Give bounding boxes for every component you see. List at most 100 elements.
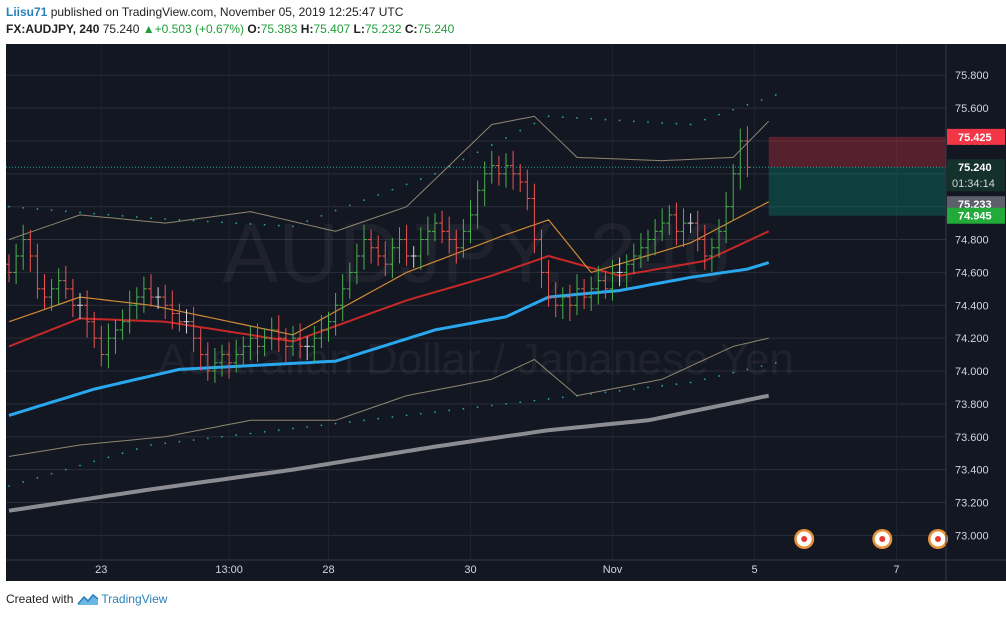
psar-dot — [64, 468, 67, 471]
ohlc-bar — [375, 235, 382, 266]
ohlc-bar — [531, 183, 538, 254]
published-text: published on TradingView.com, November 0… — [50, 5, 404, 19]
watermark-description: Australian Dollar / Japanese Yen — [158, 335, 794, 384]
psar-dot — [164, 442, 167, 445]
ohlc-bar — [467, 200, 474, 244]
psar-dot — [164, 218, 167, 220]
psar-dot — [391, 416, 394, 418]
event-markers[interactable] — [794, 529, 948, 549]
psar-dot — [547, 115, 550, 118]
psar-dot — [533, 399, 536, 402]
psar-dot — [263, 223, 266, 226]
psar-dot — [292, 225, 294, 228]
psar-dot — [746, 368, 749, 371]
author-link[interactable]: Liisu71 — [6, 5, 48, 19]
psar-dot — [547, 398, 550, 400]
symbol-label[interactable]: FX:AUDJPY, 240 — [6, 22, 100, 36]
psar-dot — [476, 151, 479, 154]
psar-dot — [661, 121, 664, 124]
ohlc-bar — [240, 336, 247, 367]
grid — [6, 44, 946, 560]
psar-dot — [576, 117, 578, 119]
low-label: L: — [353, 22, 365, 36]
ohlc-bar — [680, 208, 687, 248]
close-value: 75.240 — [417, 22, 455, 36]
psar-dot — [50, 209, 53, 212]
tradingview-brand[interactable]: TradingView — [101, 592, 168, 606]
ohlc-bar — [403, 224, 410, 266]
psar-dot — [462, 158, 465, 161]
ma-orange-line — [8, 201, 769, 336]
psar-dot — [334, 209, 337, 212]
price-tick-label: 74.400 — [955, 300, 989, 312]
ohlc-bar — [304, 336, 311, 361]
psar-dot — [8, 485, 10, 487]
psar-dot — [320, 424, 323, 427]
last-price-text: 75.240 — [958, 162, 992, 174]
ohlc-bar — [48, 278, 55, 311]
psar-dot — [618, 119, 621, 122]
chart-area[interactable]: AUDJPY, 240 Australian Dollar / Japanese… — [6, 44, 1006, 581]
price-chart[interactable]: AUDJPY, 240 Australian Dollar / Japanese… — [6, 44, 1006, 581]
psar-dot — [107, 213, 110, 216]
psar-dot — [505, 402, 507, 405]
psar-dot — [306, 220, 309, 223]
psar-dot — [561, 396, 564, 399]
ohlc-bar — [694, 210, 701, 252]
psar-dot — [235, 222, 238, 225]
price-axis[interactable]: 75.80075.60075.40075.20075.00074.80074.6… — [945, 44, 1005, 581]
ohlc-bar — [616, 257, 623, 287]
ohlc-bar — [659, 208, 666, 242]
psar-dot — [419, 412, 422, 415]
ohlc-bar — [503, 153, 509, 188]
low-value: 75.232 — [364, 22, 402, 36]
ohlc-bar — [424, 216, 431, 256]
ohlc-bar — [126, 290, 133, 334]
psar-dot — [519, 129, 522, 132]
open-label: O: — [247, 22, 261, 36]
psar-dot — [348, 421, 351, 423]
ohlc-bar — [524, 169, 531, 211]
psar-dot — [334, 422, 337, 425]
event-marker-icon — [872, 529, 893, 549]
ohlc-bar — [84, 290, 91, 338]
psar-dot — [448, 409, 451, 412]
ohlc-bar — [687, 213, 694, 233]
ohlc-bar — [98, 325, 105, 367]
ohlc-bar — [716, 219, 722, 258]
take-profit-zone — [768, 167, 946, 216]
psar-dot — [292, 427, 294, 430]
psar-dot — [732, 371, 735, 374]
psar-dot — [93, 212, 96, 215]
indicators — [8, 94, 777, 513]
psar-dot — [490, 144, 493, 146]
psar-dot — [519, 401, 522, 404]
ohlc-bar — [630, 243, 637, 275]
price-tick-label: 73.000 — [955, 530, 989, 542]
psar-dot — [178, 440, 181, 443]
ohlc-bar — [566, 284, 573, 322]
ohlc-bar — [339, 274, 346, 322]
ohlc-bar — [666, 205, 673, 235]
psar-dot — [363, 199, 365, 202]
band-upper-line — [8, 115, 770, 241]
psar-dot — [192, 219, 195, 222]
ohlc-bar — [595, 265, 602, 305]
psar-dot — [64, 210, 67, 213]
psar-dot — [263, 430, 266, 433]
psar-dot — [150, 444, 152, 446]
psar-dot — [36, 208, 39, 210]
ohlc-bar — [545, 260, 552, 307]
target-price-label-text: 74.945 — [958, 211, 992, 223]
watermark-symbol: AUDJPY, 240 — [222, 206, 729, 300]
price-tick-label: 73.400 — [955, 465, 989, 477]
time-axis[interactable]: 23 13:00 28 30 Nov 5 7 — [6, 559, 1006, 576]
short-position-tool[interactable] — [6, 136, 946, 216]
ohlc-bar — [318, 315, 325, 349]
time-tick-label: 7 — [893, 564, 899, 576]
psar-dot — [703, 378, 706, 381]
ohlc-bar — [27, 229, 34, 272]
time-tick-label: 5 — [751, 564, 757, 576]
ohlc-bar — [730, 163, 737, 221]
ohlc-bar — [190, 306, 197, 352]
